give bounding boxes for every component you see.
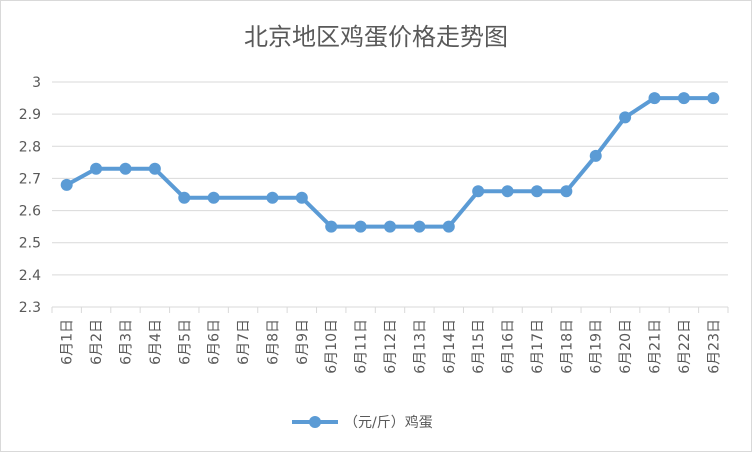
x-tick-label: 6月10日 bbox=[324, 319, 340, 374]
y-tick-label: 2.5 bbox=[19, 236, 41, 252]
data-point bbox=[266, 191, 279, 204]
data-point bbox=[501, 185, 514, 198]
y-tick-label: 2.3 bbox=[19, 300, 41, 316]
x-tick-label: 6月23日 bbox=[706, 319, 722, 374]
y-tick-label: 2.7 bbox=[19, 171, 41, 187]
series-line-path bbox=[64, 96, 716, 229]
x-axis bbox=[51, 306, 729, 313]
data-point bbox=[619, 111, 632, 124]
x-tick-label: 6月21日 bbox=[648, 319, 664, 374]
y-tick-label: 2.9 bbox=[19, 107, 41, 123]
data-point bbox=[60, 178, 73, 191]
x-tick-label: 6月1日 bbox=[60, 319, 76, 365]
data-point bbox=[384, 220, 396, 233]
y-tick-label: 2.8 bbox=[19, 139, 41, 155]
x-tick-label: 6月13日 bbox=[412, 319, 428, 374]
y-axis-ticks: 2.3 2.4 2.5 2.6 2.7 2.8 2.9 3 bbox=[19, 75, 41, 316]
data-point bbox=[589, 149, 602, 162]
legend-marker-swatch bbox=[309, 416, 321, 428]
gridlines bbox=[52, 81, 728, 276]
x-tick-label: 6月8日 bbox=[265, 319, 281, 365]
data-point bbox=[648, 92, 661, 105]
x-tick-label: 6月12日 bbox=[383, 319, 399, 374]
x-tick-label: 6月22日 bbox=[677, 319, 693, 374]
x-tick-label: 6月6日 bbox=[207, 319, 223, 365]
x-tick-label: 6月2日 bbox=[89, 319, 105, 365]
data-point bbox=[90, 162, 103, 175]
x-tick-label: 6月9日 bbox=[295, 319, 311, 365]
data-point bbox=[295, 191, 308, 204]
x-tick-label: 6月11日 bbox=[354, 319, 370, 374]
data-point bbox=[560, 185, 573, 198]
y-tick-label: 3 bbox=[32, 75, 41, 91]
x-tick-label: 6月7日 bbox=[236, 319, 252, 365]
x-tick-label: 6月14日 bbox=[442, 319, 458, 374]
data-point bbox=[178, 191, 191, 204]
x-tick-label: 6月4日 bbox=[148, 319, 164, 365]
x-tick-label: 6月16日 bbox=[501, 319, 517, 374]
x-tick-label: 6月20日 bbox=[618, 319, 634, 374]
data-point bbox=[472, 185, 485, 198]
y-tick-label: 2.6 bbox=[19, 204, 41, 220]
y-tick-label: 2.4 bbox=[19, 268, 41, 284]
x-tick-label: 6月19日 bbox=[589, 319, 605, 374]
x-tick-label: 6月5日 bbox=[177, 319, 193, 365]
data-point bbox=[119, 162, 132, 175]
chart-title: 北京地区鸡蛋价格走势图 bbox=[244, 23, 508, 51]
data-point bbox=[354, 220, 367, 233]
data-point bbox=[148, 162, 161, 175]
data-point bbox=[677, 92, 690, 105]
legend: （元/斤）鸡蛋 bbox=[292, 414, 433, 431]
x-tick-label: 6月3日 bbox=[118, 319, 134, 365]
x-tick-label: 6月17日 bbox=[530, 319, 546, 374]
data-point bbox=[530, 185, 543, 198]
x-tick-label: 6月18日 bbox=[559, 319, 575, 374]
data-point bbox=[207, 191, 220, 204]
data-point bbox=[413, 220, 426, 233]
x-axis-ticks: 6月1日 6月2日 6月3日 6月4日 6月5日 6月6日 6月7日 6月8日 6月9日 6月10… bbox=[60, 319, 723, 374]
data-point bbox=[325, 220, 338, 233]
data-point bbox=[442, 220, 455, 233]
x-tick-label: 6月15日 bbox=[471, 319, 487, 374]
series-line bbox=[60, 92, 720, 233]
data-point bbox=[707, 92, 720, 105]
legend-label: （元/斤）鸡蛋 bbox=[344, 414, 433, 431]
